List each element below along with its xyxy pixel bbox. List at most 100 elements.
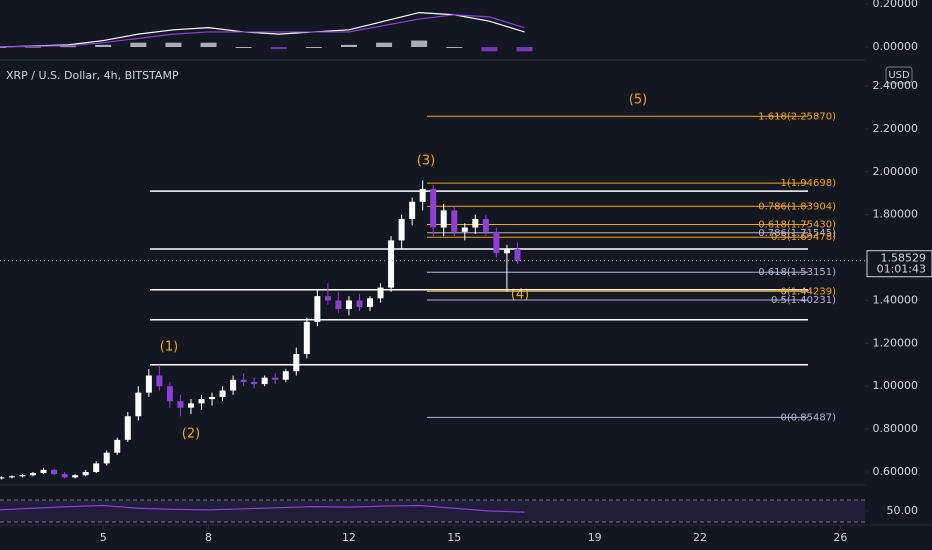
candle-body: [398, 218, 405, 241]
macd-hist-bar: [130, 42, 147, 47]
fib-label: 1(1.94698): [780, 178, 836, 189]
macd-hist-bar: [60, 46, 77, 48]
x-tick-label: 19: [588, 531, 602, 544]
candle-body: [356, 300, 363, 307]
fib-label: 0.786(1.71545): [758, 228, 836, 239]
wave-label: (3): [417, 154, 435, 169]
macd-line: [0, 11, 525, 48]
wave-label: (2): [182, 427, 200, 442]
candle-body: [461, 227, 468, 232]
candle-body: [219, 390, 226, 397]
fib-label: 1.618(2.25870): [758, 111, 836, 122]
macd-hist-bar: [24, 46, 41, 48]
candle-body: [103, 452, 110, 464]
candle-body: [482, 218, 489, 232]
candle-body: [451, 210, 458, 232]
candle-body: [166, 386, 173, 402]
candle-body: [124, 416, 131, 440]
candle-body: [51, 469, 58, 475]
wave-label: (5): [629, 93, 647, 108]
chart-title: XRP / U.S. Dollar, 4h, BITSTAMP: [6, 69, 179, 82]
candle-body: [261, 377, 268, 385]
last-price-box: [866, 250, 932, 278]
candle-body: [293, 354, 300, 372]
candle-body: [198, 399, 205, 404]
macd-hist-bar: [411, 40, 428, 47]
candle-body: [282, 371, 289, 380]
y-tick-label: 0.80000: [873, 422, 919, 435]
macd-hist-bar: [165, 42, 182, 47]
y-tick-label: 1.40000: [873, 293, 919, 306]
candle-body: [430, 188, 437, 228]
candle-body: [187, 403, 194, 408]
candle-body: [472, 218, 479, 228]
candle-body: [240, 379, 247, 382]
rsi-line: [0, 504, 525, 513]
x-tick-label: 12: [342, 531, 356, 544]
wave-label: (1): [160, 340, 178, 355]
countdown: 01:01:43: [877, 263, 926, 276]
currency-box[interactable]: [885, 66, 913, 84]
y-tick-label: 1.20000: [873, 336, 919, 349]
candle-body: [177, 401, 184, 408]
candle-body: [377, 287, 384, 299]
macd-hist-bar: [340, 44, 357, 47]
candle-body: [40, 469, 47, 474]
macd-hist-bar: [305, 47, 322, 48]
candle-body: [367, 298, 374, 307]
fib-label: 0.618(1.75430): [758, 219, 836, 230]
candle-body: [272, 377, 279, 380]
fib-label: 0.5(1.69478): [771, 232, 836, 243]
macd-hist-bar: [95, 44, 112, 47]
candle-body: [388, 240, 395, 288]
candle-body: [8, 476, 15, 478]
candle-body: [314, 296, 321, 322]
y-tick-label: 1.00000: [873, 379, 919, 392]
x-tick-label: 8: [205, 531, 212, 544]
macd-hist-bar: [270, 47, 287, 50]
fib-label: 0.618(1.53151): [758, 267, 836, 278]
macd-signal: [0, 14, 525, 48]
x-tick-label: 26: [833, 531, 847, 544]
candle-body: [156, 375, 163, 387]
candle-body: [440, 210, 447, 228]
macd-hist-bar: [200, 42, 217, 47]
candle-body: [29, 473, 36, 476]
fib-label: 0(1.44239): [780, 286, 836, 297]
y-tick-label: 0.60000: [873, 465, 919, 478]
candle-body: [61, 474, 68, 478]
candle-body: [209, 396, 216, 400]
macd-hist-bar: [516, 47, 533, 52]
candle-body: [72, 475, 79, 478]
x-tick-label: 15: [447, 531, 461, 544]
y-tick-label: 1.80000: [873, 208, 919, 221]
candle-body: [324, 296, 331, 301]
candle-body: [82, 472, 89, 476]
candle-body: [93, 463, 100, 472]
candle-body: [514, 248, 521, 261]
candle-body: [303, 321, 310, 355]
candle-body: [114, 439, 121, 453]
candle-body: [135, 392, 142, 417]
candle-body: [493, 231, 500, 254]
y-tick-label: 2.20000: [873, 122, 919, 135]
macd-hist-bar: [235, 47, 252, 48]
candle-body: [335, 300, 342, 310]
candle-body: [145, 375, 152, 393]
x-tick-label: 22: [693, 531, 707, 544]
candle-body: [230, 379, 237, 391]
candle-body: [0, 477, 5, 479]
candle-body: [19, 475, 26, 477]
currency[interactable]: USD: [888, 70, 910, 81]
macd-tick-label: 0.00000: [873, 40, 919, 53]
macd-hist-bar: [446, 47, 463, 48]
fib-label: 0.786(1.83904): [758, 201, 836, 212]
candle-body: [345, 300, 352, 310]
rsi-tick-label: 50.00: [887, 504, 919, 517]
y-tick-label: 2.40000: [873, 79, 919, 92]
macd-hist-bar: [481, 47, 498, 52]
candle-body: [251, 381, 258, 385]
x-tick-label: 5: [100, 531, 107, 544]
